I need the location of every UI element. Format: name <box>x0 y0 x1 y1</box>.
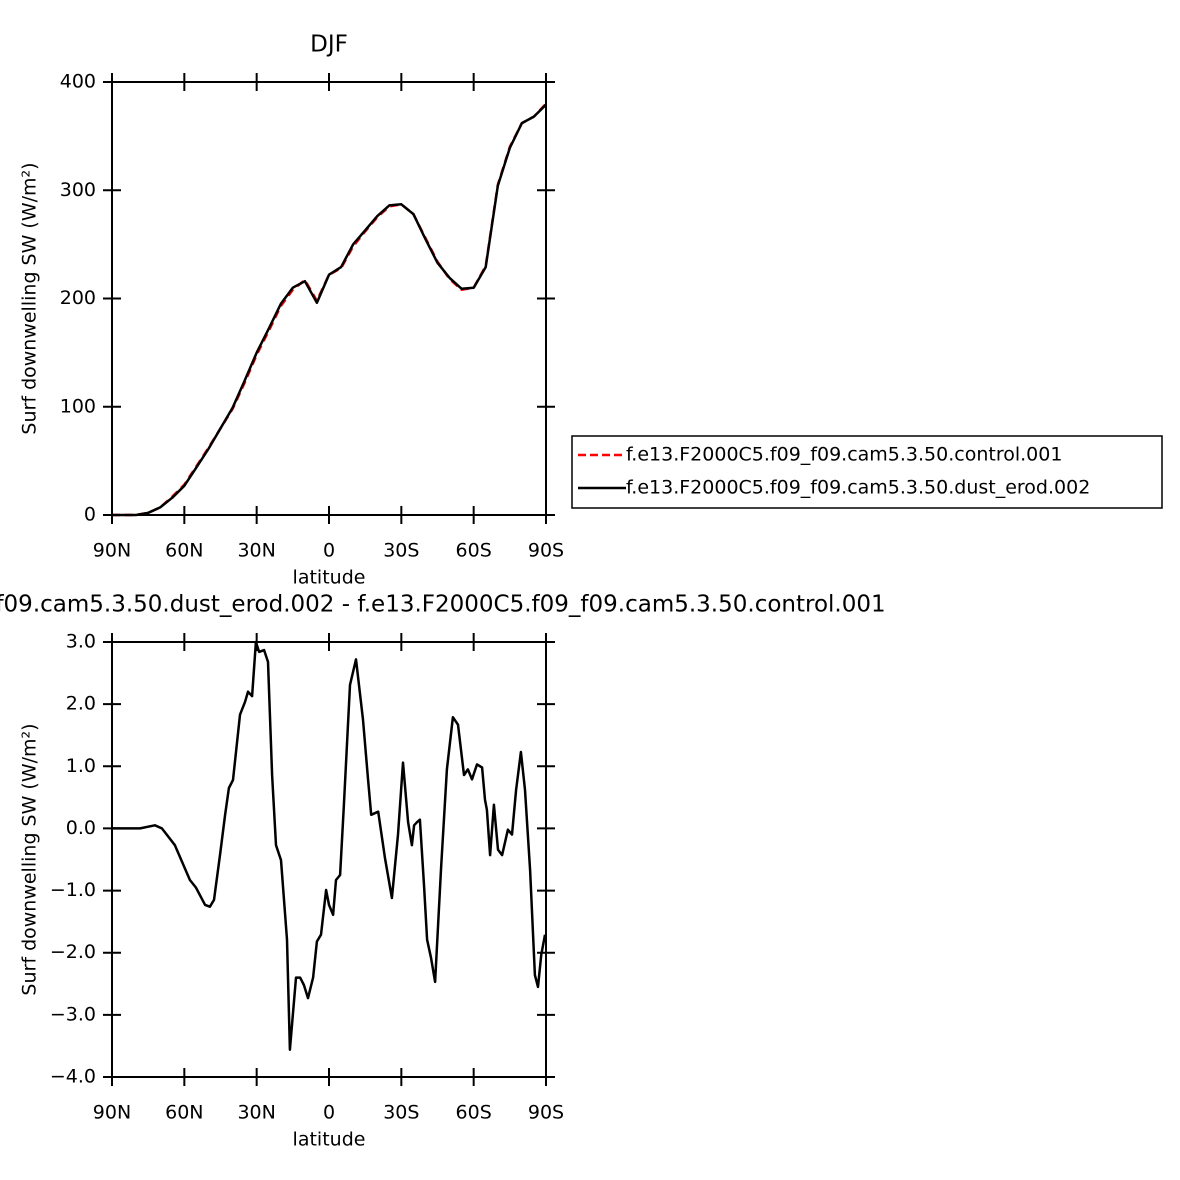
x-axis-label: latitude <box>293 1129 366 1151</box>
y-tick-label: −4.0 <box>50 1066 96 1088</box>
x-tick-label: 30N <box>237 1102 275 1124</box>
chart-title: f.e13.F2000C5.f09_f09.cam5.3.50.dust_ero… <box>0 592 886 618</box>
y-tick-label: −3.0 <box>50 1003 96 1025</box>
x-tick-label: 90S <box>528 540 564 562</box>
y-tick-label: 0 <box>84 504 96 526</box>
x-tick-label: 30N <box>237 540 275 562</box>
y-tick-label: 200 <box>60 287 96 309</box>
plot-frame <box>111 81 547 516</box>
x-tick-label: 60N <box>165 1102 203 1124</box>
y-tick-label: −1.0 <box>50 879 96 901</box>
y-tick-label: 400 <box>60 71 96 93</box>
plot-frame <box>111 641 547 1078</box>
x-tick-label: 30S <box>383 1102 419 1124</box>
y-tick-label: −2.0 <box>50 941 96 963</box>
y-tick-label: 1.0 <box>66 755 96 777</box>
data-line <box>112 103 547 517</box>
chart-title: DJF <box>310 32 348 58</box>
y-axis-label: Surf downwelling SW (W/m²) <box>19 723 41 995</box>
y-tick-label: 3.0 <box>66 631 96 653</box>
x-tick-label: 60S <box>456 1102 492 1124</box>
legend-box <box>571 435 1163 509</box>
x-tick-label: 0 <box>323 1102 335 1124</box>
y-tick-label: 2.0 <box>66 693 96 715</box>
x-tick-label: 90N <box>93 540 131 562</box>
y-tick-label: 0.0 <box>66 817 96 839</box>
x-tick-label: 30S <box>383 540 419 562</box>
x-tick-label: 0 <box>323 540 335 562</box>
y-tick-label: 100 <box>60 395 96 417</box>
x-tick-label: 90S <box>528 1102 564 1124</box>
y-axis-label: Surf downwelling SW (W/m²) <box>19 162 41 434</box>
y-tick-label: 300 <box>60 179 96 201</box>
x-tick-label: 90N <box>93 1102 131 1124</box>
legend-label: f.e13.F2000C5.f09_f09.cam5.3.50.dust_ero… <box>626 477 1090 499</box>
legend-label: f.e13.F2000C5.f09_f09.cam5.3.50.control.… <box>626 444 1062 466</box>
x-tick-label: 60S <box>456 540 492 562</box>
x-tick-label: 60N <box>165 540 203 562</box>
x-axis-label: latitude <box>293 567 366 589</box>
data-line <box>112 640 547 1051</box>
